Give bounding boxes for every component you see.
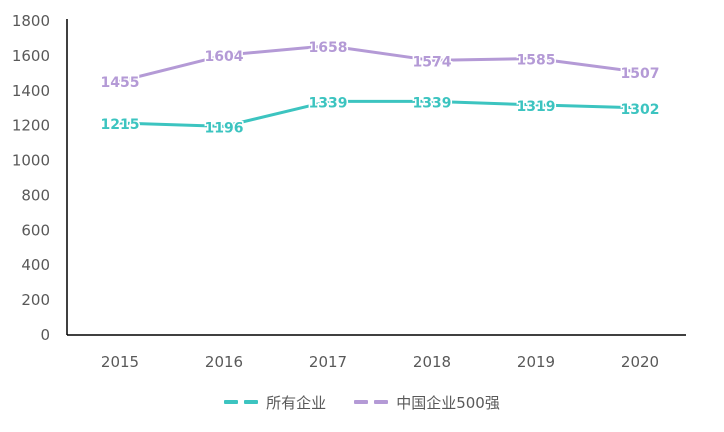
y-tick-label: 800 (21, 186, 50, 204)
data-label: 1604 (205, 49, 244, 65)
y-tick-label: 1800 (12, 12, 50, 30)
data-label: 1302 (621, 102, 660, 118)
x-tick-label: 2019 (517, 353, 555, 371)
x-tick-label: 2020 (621, 353, 659, 371)
data-label: 1585 (517, 53, 556, 69)
data-label: 1196 (205, 120, 244, 136)
y-tick-label: 0 (40, 326, 50, 344)
data-label: 1339 (309, 95, 348, 111)
data-label: 1507 (621, 66, 660, 82)
y-tick-label: 1200 (12, 117, 50, 135)
y-tick-label: 600 (21, 221, 50, 239)
chart-legend: 所有企业 中国企业500强 (0, 388, 724, 416)
x-tick-label: 2018 (413, 353, 451, 371)
data-label: 1319 (517, 99, 556, 115)
y-tick-label: 1600 (12, 47, 50, 65)
legend-swatch-all-enterprises (224, 400, 259, 404)
data-label: 1574 (413, 54, 452, 70)
y-tick-label: 1400 (12, 82, 50, 100)
legend-item-all-enterprises: 所有企业 (224, 392, 326, 413)
series-line-1 (118, 44, 642, 83)
legend-label-top500: 中国企业500强 (396, 393, 500, 412)
x-tick-label: 2015 (101, 353, 139, 371)
legend-label-all-enterprises: 所有企业 (266, 393, 327, 412)
data-label: 1658 (309, 40, 348, 56)
legend-item-top500: 中国企业500强 (354, 392, 500, 413)
legend-swatch-top500 (354, 400, 389, 404)
data-label: 1215 (101, 117, 140, 133)
series-line-0 (118, 99, 642, 128)
x-tick-label: 2016 (205, 353, 243, 371)
y-tick-label: 400 (21, 256, 50, 274)
data-label: 1455 (101, 75, 140, 91)
x-tick-label: 2017 (309, 353, 347, 371)
data-label: 1339 (413, 95, 452, 111)
y-tick-label: 1000 (12, 152, 50, 170)
y-tick-label: 200 (21, 291, 50, 309)
